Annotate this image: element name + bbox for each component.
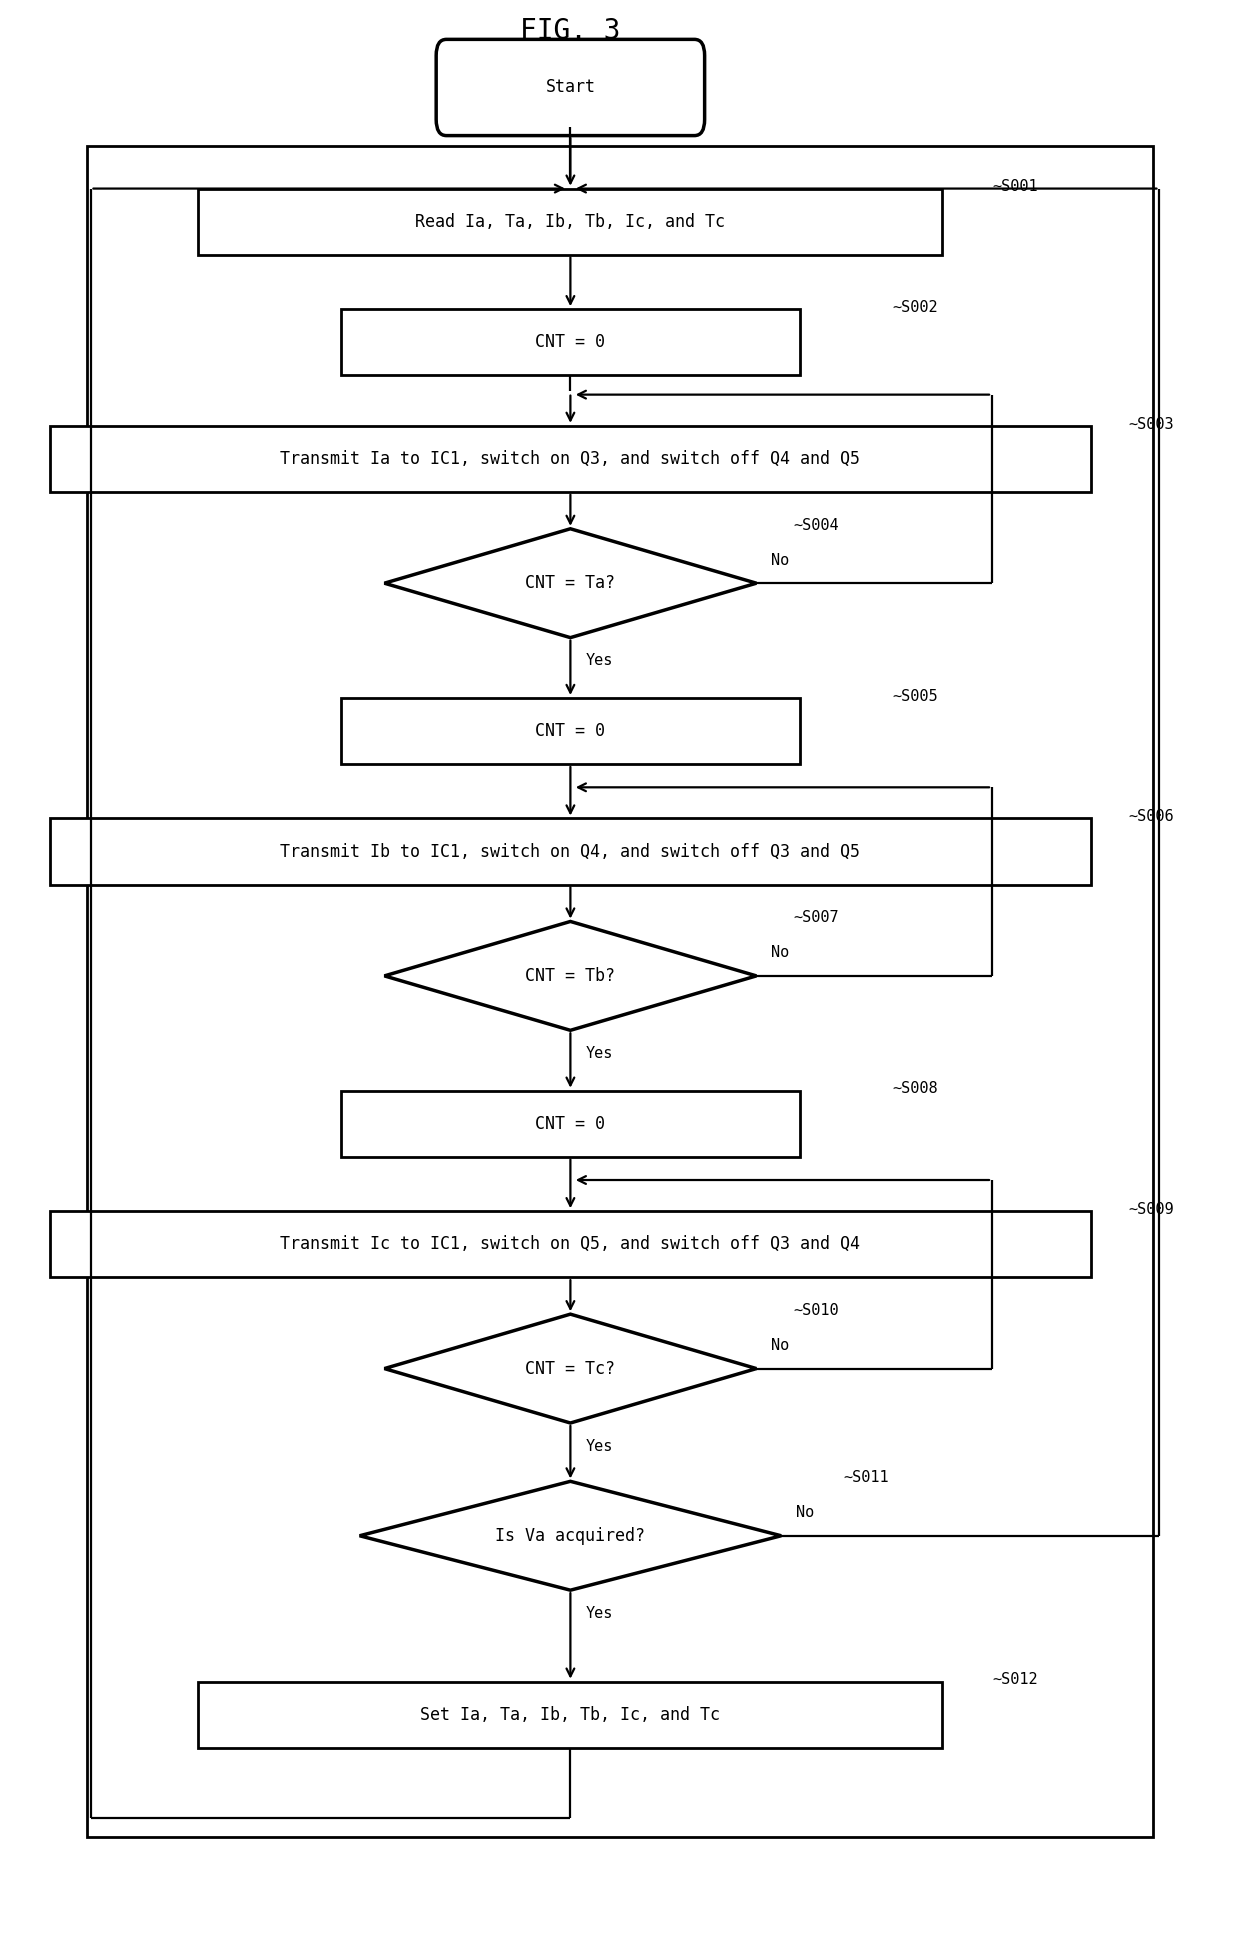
Text: ∼S001: ∼S001: [992, 179, 1038, 194]
Text: Yes: Yes: [585, 1046, 613, 1061]
Text: Yes: Yes: [585, 1606, 613, 1621]
Text: FIG. 3: FIG. 3: [520, 17, 621, 45]
Bar: [341, 698, 800, 764]
Text: ∼S004: ∼S004: [794, 517, 839, 533]
Text: No: No: [771, 1337, 790, 1353]
Text: Transmit Ic to IC1, switch on Q5, and switch off Q3 and Q4: Transmit Ic to IC1, switch on Q5, and sw…: [280, 1234, 861, 1254]
Text: ∼S007: ∼S007: [794, 910, 839, 925]
Text: Set Ia, Ta, Ib, Tb, Ic, and Tc: Set Ia, Ta, Ib, Tb, Ic, and Tc: [420, 1705, 720, 1724]
Text: Transmit Ia to IC1, switch on Q3, and switch off Q4 and Q5: Transmit Ia to IC1, switch on Q3, and sw…: [280, 449, 861, 469]
Text: ∼S005: ∼S005: [893, 688, 939, 704]
Text: CNT = Ta?: CNT = Ta?: [526, 573, 615, 593]
Polygon shape: [384, 921, 756, 1030]
Text: Read Ia, Ta, Ib, Tb, Ic, and Tc: Read Ia, Ta, Ib, Tb, Ic, and Tc: [415, 212, 725, 231]
Text: ∼S009: ∼S009: [1128, 1201, 1174, 1217]
Text: ∼S012: ∼S012: [992, 1672, 1038, 1687]
Bar: [341, 309, 800, 375]
Text: CNT = Tb?: CNT = Tb?: [526, 966, 615, 986]
Text: Yes: Yes: [585, 1439, 613, 1454]
Text: CNT = 0: CNT = 0: [536, 332, 605, 352]
Bar: [50, 1211, 1091, 1277]
Text: ∼S011: ∼S011: [843, 1470, 889, 1485]
Text: ∼S006: ∼S006: [1128, 809, 1174, 824]
Polygon shape: [384, 529, 756, 638]
Bar: [50, 818, 1091, 885]
FancyBboxPatch shape: [436, 39, 704, 136]
Text: No: No: [796, 1505, 815, 1520]
Polygon shape: [360, 1481, 781, 1590]
Text: No: No: [771, 552, 790, 568]
Text: ∼S010: ∼S010: [794, 1302, 839, 1318]
Text: Transmit Ib to IC1, switch on Q4, and switch off Q3 and Q5: Transmit Ib to IC1, switch on Q4, and sw…: [280, 842, 861, 861]
Text: Is Va acquired?: Is Va acquired?: [496, 1526, 645, 1545]
Bar: [198, 1682, 942, 1748]
Text: Yes: Yes: [585, 653, 613, 669]
Text: ∼S008: ∼S008: [893, 1081, 939, 1096]
Text: No: No: [771, 945, 790, 960]
Text: CNT = Tc?: CNT = Tc?: [526, 1359, 615, 1378]
Bar: [87, 146, 1153, 1837]
Text: ∼S003: ∼S003: [1128, 416, 1174, 432]
Text: CNT = 0: CNT = 0: [536, 1114, 605, 1133]
Text: ∼S002: ∼S002: [893, 299, 939, 315]
Bar: [50, 426, 1091, 492]
Polygon shape: [384, 1314, 756, 1423]
Bar: [198, 189, 942, 255]
Text: Start: Start: [546, 78, 595, 97]
Bar: [341, 1091, 800, 1157]
Text: CNT = 0: CNT = 0: [536, 721, 605, 741]
